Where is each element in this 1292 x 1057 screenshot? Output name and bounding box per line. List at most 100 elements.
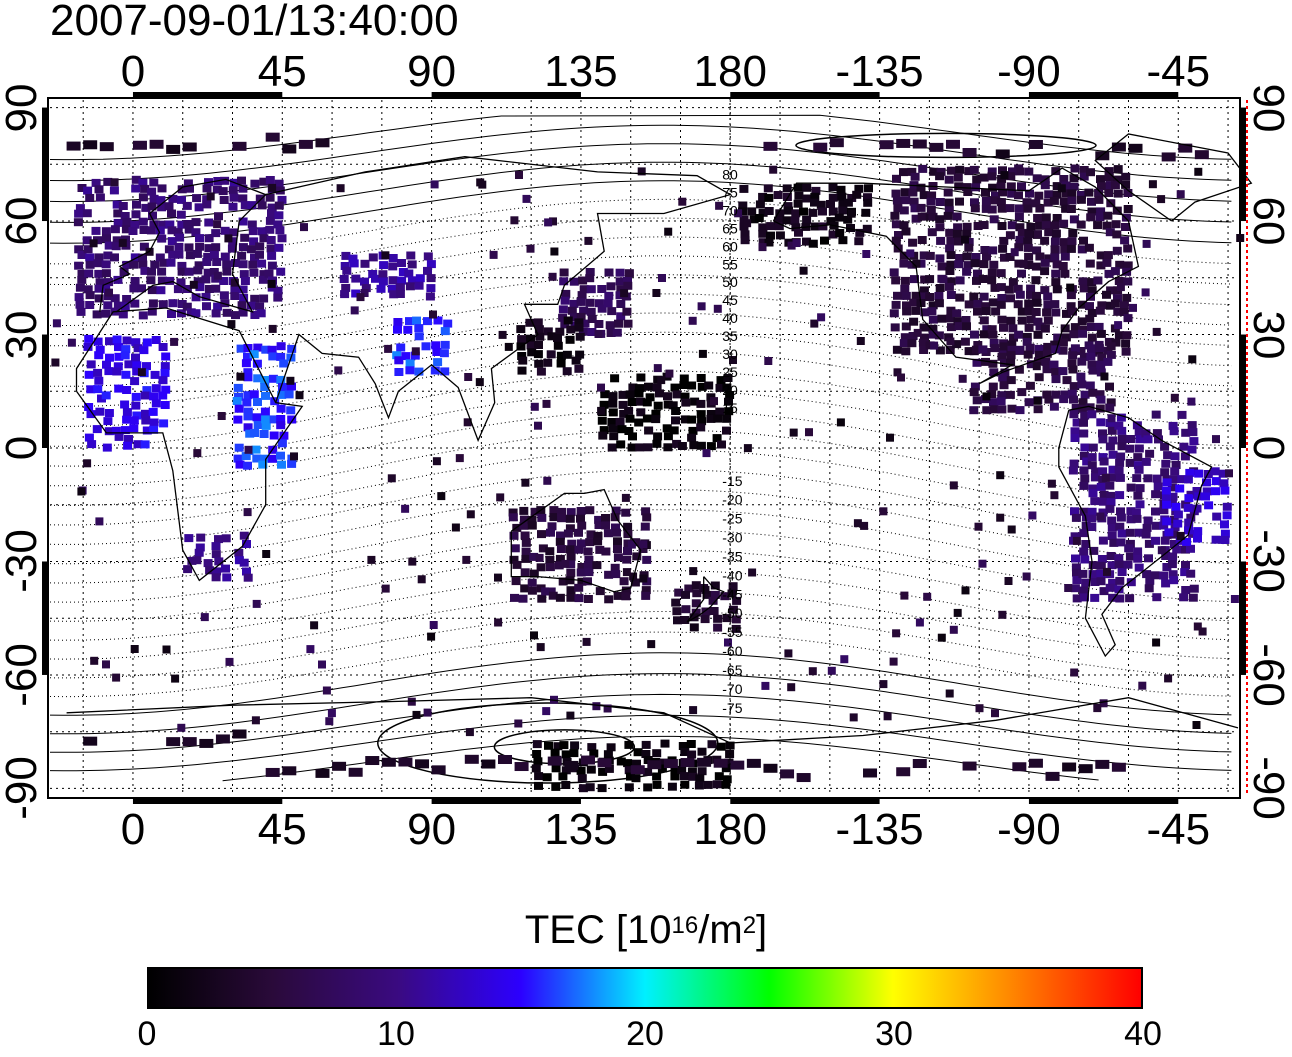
- tec-cell: [1090, 497, 1100, 506]
- tec-cell: [156, 286, 166, 295]
- coastline: [66, 697, 1239, 744]
- tec-cell: [269, 415, 279, 424]
- tec-cell: [981, 302, 991, 311]
- mag-lat-contour: [49, 312, 1232, 387]
- tec-cell: [224, 234, 233, 243]
- tec-cell: [160, 362, 170, 371]
- tec-cell: [1106, 398, 1116, 407]
- tec-cell: [634, 389, 644, 398]
- tec-cell: [1044, 228, 1054, 237]
- tec-cell: [534, 341, 543, 349]
- tec-cell: [407, 260, 417, 269]
- tec-cell: [234, 548, 244, 557]
- tec-cell: [149, 392, 159, 401]
- mag-lat-label: -75: [722, 700, 742, 716]
- tec-cell: [202, 200, 212, 209]
- tec-cell: [1198, 627, 1207, 636]
- tec-cell: [1184, 518, 1194, 527]
- tec-cell: [423, 708, 432, 717]
- tec-cell: [565, 524, 575, 533]
- tec-cell: [1040, 324, 1050, 333]
- tec-cell: [988, 246, 998, 255]
- tec-cell: [113, 209, 123, 218]
- tec-cell: [1114, 321, 1123, 330]
- tec-cell: [937, 262, 947, 271]
- tec-cell: [627, 540, 636, 549]
- tec-cell: [911, 214, 921, 223]
- tec-cell: [909, 197, 919, 206]
- tec-cell: [517, 352, 527, 360]
- tec-cell: [101, 309, 111, 318]
- tec-cell: [466, 510, 475, 519]
- tec-cell: [919, 286, 929, 295]
- tec-cell: [132, 200, 141, 209]
- tec-cell: [1051, 345, 1061, 354]
- tec-cell: [94, 294, 104, 303]
- tec-cell: [164, 245, 174, 254]
- tec-cell: [521, 547, 531, 556]
- tec-cell: [635, 443, 645, 452]
- tec-cell: [1042, 390, 1052, 399]
- tec-cell: [979, 330, 989, 339]
- tec-cell: [1116, 538, 1126, 547]
- tec-cell: [388, 276, 398, 285]
- tec-cell: [184, 225, 194, 234]
- tec-cell: [918, 338, 928, 347]
- tec-cell: [561, 766, 571, 775]
- tec-cell: [1079, 507, 1089, 516]
- tec-cell: [381, 584, 390, 593]
- tec-cell: [1177, 475, 1187, 484]
- tec-cell: [111, 242, 121, 251]
- tec-cell: [414, 332, 424, 341]
- tec-cell: [245, 429, 255, 438]
- tec-cell: [704, 381, 714, 390]
- tec-cell: [244, 445, 253, 454]
- tec-cell: [1024, 323, 1034, 332]
- tec-cell: [1218, 469, 1228, 478]
- tec-cell: [229, 228, 239, 237]
- tec-cell: [430, 366, 440, 375]
- tec-cell: [478, 180, 487, 189]
- tec-cell: [122, 386, 132, 394]
- tec-cell: [248, 227, 258, 236]
- tec-cell: [1131, 508, 1141, 517]
- tec-cell: [161, 385, 171, 394]
- tec-cell: [641, 750, 651, 758]
- tec-cell: [243, 461, 252, 470]
- tec-cell: [936, 236, 946, 245]
- tec-cell: [147, 202, 157, 211]
- tec-cell: [608, 392, 618, 401]
- tec-cell: [433, 358, 443, 367]
- tec-cell: [158, 300, 168, 309]
- tec-cell: [1178, 143, 1193, 153]
- tec-cell: [589, 749, 599, 758]
- tec-cell: [594, 515, 604, 524]
- tec-cell: [1024, 261, 1034, 269]
- tec-cell: [659, 758, 669, 767]
- tec-cell: [955, 254, 965, 262]
- tec-cell: [138, 260, 148, 269]
- tec-cell: [1070, 344, 1080, 353]
- tec-cell: [1108, 465, 1118, 474]
- tec-cell: [896, 138, 911, 148]
- tec-cell: [429, 310, 437, 319]
- tec-cell: [253, 343, 263, 352]
- tec-cell: [242, 398, 252, 407]
- tec-cell: [611, 523, 620, 532]
- coastline: [99, 178, 267, 313]
- tec-cell: [1077, 245, 1087, 254]
- tec-cell: [549, 513, 559, 522]
- tec-cell: [104, 367, 114, 376]
- tec-cell: [1150, 571, 1160, 580]
- tec-cell: [1024, 230, 1034, 239]
- tec-cell: [802, 237, 811, 246]
- tec-cell: [789, 428, 798, 437]
- tec-cell: [168, 250, 178, 259]
- tec-cell: [1087, 323, 1096, 331]
- tec-cell: [561, 750, 571, 759]
- tec-cell: [716, 742, 726, 751]
- tec-cell: [1160, 468, 1170, 477]
- tec-cell: [211, 229, 221, 238]
- tec-cell: [184, 267, 194, 276]
- tec-cell: [610, 563, 620, 572]
